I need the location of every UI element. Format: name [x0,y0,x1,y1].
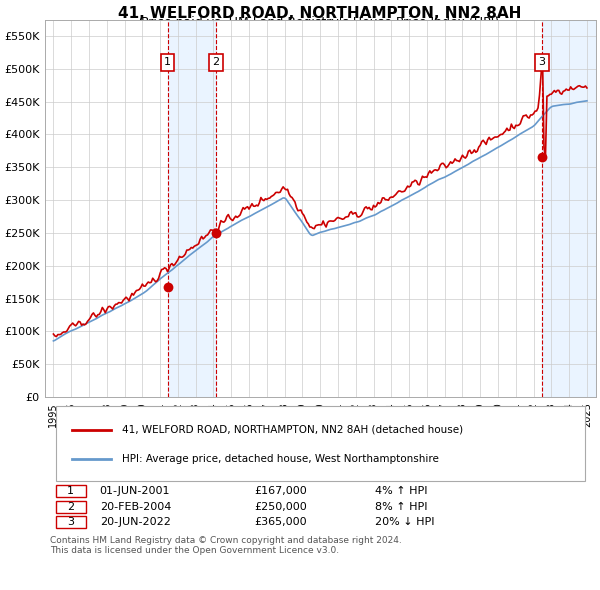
Point [211,228,221,238]
Text: 3: 3 [538,57,545,67]
Text: 20% ↓ HPI: 20% ↓ HPI [376,517,435,527]
Bar [542,19,596,397]
Text: 20-FEB-2004: 20-FEB-2004 [100,502,171,512]
Text: 1: 1 [164,57,171,67]
Text: £365,000: £365,000 [254,517,307,527]
Text: 41, WELFORD ROAD, NORTHAMPTON, NN2 8AH: 41, WELFORD ROAD, NORTHAMPTON, NN2 8AH [118,6,522,21]
FancyBboxPatch shape [56,406,585,481]
FancyBboxPatch shape [56,516,86,528]
Text: 20-JUN-2022: 20-JUN-2022 [100,517,170,527]
Text: 41, WELFORD ROAD, NORTHAMPTON, NN2 8AH (detached house): 41, WELFORD ROAD, NORTHAMPTON, NN2 8AH (… [122,424,463,434]
Text: Price paid vs. HM Land Registry's House Price Index (HPI): Price paid vs. HM Land Registry's House … [141,16,499,29]
FancyBboxPatch shape [56,501,86,513]
Point [163,283,172,292]
Point [537,153,547,162]
Text: 3: 3 [67,517,74,527]
Bar [167,19,216,397]
Text: 2: 2 [212,57,220,67]
Text: HPI: Average price, detached house, West Northamptonshire: HPI: Average price, detached house, West… [122,454,439,464]
Text: 2: 2 [67,502,74,512]
Text: £167,000: £167,000 [254,486,307,496]
Text: 8% ↑ HPI: 8% ↑ HPI [376,502,428,512]
Text: £250,000: £250,000 [254,502,307,512]
Text: 1: 1 [67,486,74,496]
Text: Contains HM Land Registry data © Crown copyright and database right 2024.
This d: Contains HM Land Registry data © Crown c… [50,536,402,555]
FancyBboxPatch shape [56,486,86,497]
Text: 01-JUN-2001: 01-JUN-2001 [100,486,170,496]
Text: 4% ↑ HPI: 4% ↑ HPI [376,486,428,496]
